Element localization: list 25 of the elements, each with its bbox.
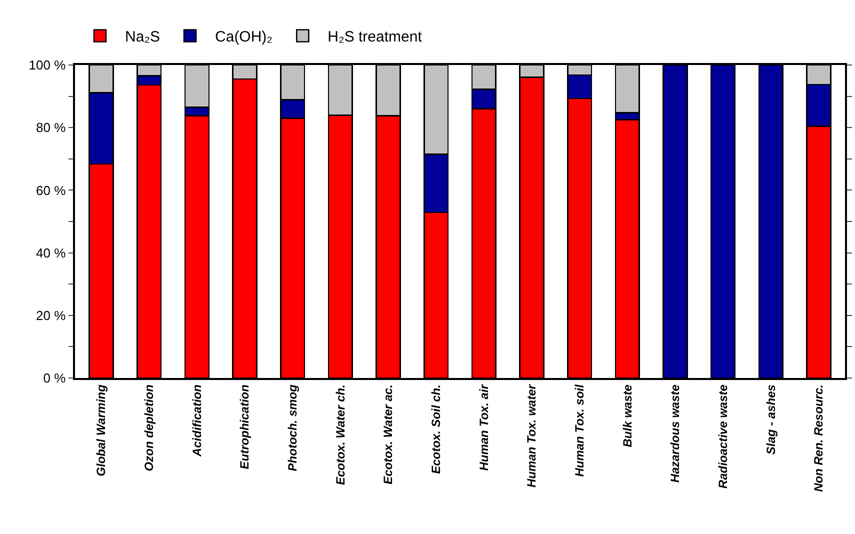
x-tick-label: Ecotox. Soil ch. <box>428 384 443 474</box>
legend-label: Na₂S <box>125 28 160 46</box>
x-tick-label: Bulk waste <box>620 384 634 448</box>
x-tick-label: Human Tox. soil <box>572 384 586 477</box>
x-tick-label: Eutrophication <box>238 384 252 470</box>
x-tick-label: Ecotox. Water ac. <box>381 384 396 484</box>
y-tick-label: 40 % <box>36 245 66 260</box>
x-tick-label: Slag - ashes <box>764 384 778 455</box>
y-tick-label: 100 % <box>28 58 66 73</box>
y-tick-label: 80 % <box>36 120 66 136</box>
x-tick-label: Ozon depletion <box>142 384 156 472</box>
x-tick-label: Hazardous waste <box>668 384 682 483</box>
legend-label: Ca(OH)₂ <box>215 28 273 46</box>
x-tick-label: Human Tox. air <box>476 383 491 471</box>
y-tick-label: 60 % <box>36 182 66 198</box>
x-tick-label: Photoch. smog <box>286 384 300 472</box>
y-tick-label: 20 % <box>36 308 66 323</box>
x-tick-label: Acidification <box>190 384 204 458</box>
y-tick-label: 0 % <box>43 370 66 386</box>
x-tick-label: Human Tox. water <box>524 383 539 488</box>
x-tick-label: Global Warming <box>94 384 108 476</box>
legend-label: H₂S treatment <box>328 28 423 46</box>
x-tick-label: Non Ren. Resourc. <box>812 384 826 492</box>
x-tick-label: Ecotox. Water ch. <box>333 384 348 486</box>
x-tick-label: Radioactive waste <box>716 384 730 489</box>
